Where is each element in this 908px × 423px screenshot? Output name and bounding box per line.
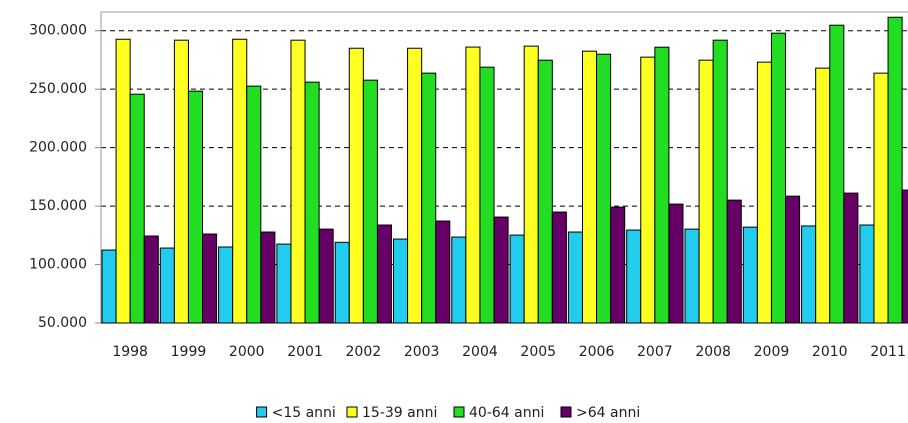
bar <box>829 24 845 324</box>
bar <box>698 59 714 324</box>
bar <box>742 226 758 324</box>
y-tick-label: 300.000 <box>29 23 87 39</box>
bar <box>873 72 889 324</box>
bar <box>276 243 292 324</box>
bar <box>187 90 204 324</box>
bar <box>159 247 175 324</box>
bar <box>712 39 728 324</box>
bar <box>726 199 742 324</box>
x-tick-label: 2010 <box>812 344 848 360</box>
x-tick-label: 2008 <box>695 344 731 360</box>
bar <box>421 72 437 324</box>
bar <box>551 211 567 324</box>
bar <box>801 225 817 324</box>
bar <box>143 235 159 324</box>
bar <box>770 32 787 324</box>
bar <box>173 39 189 324</box>
y-tick-label: 250.000 <box>29 81 87 97</box>
x-tick-label: 2002 <box>346 344 382 360</box>
bar <box>218 246 234 324</box>
bar <box>596 53 612 324</box>
bar <box>129 93 145 324</box>
x-tick-label: 2003 <box>404 344 440 360</box>
bar <box>451 236 467 324</box>
bar <box>887 16 903 324</box>
bar <box>668 203 684 324</box>
bar <box>901 189 908 324</box>
bar <box>859 224 875 324</box>
y-tick-label: 100.000 <box>29 257 87 273</box>
legend-label: >64 anni <box>576 405 640 421</box>
bar <box>304 81 320 324</box>
bar <box>479 66 495 324</box>
x-tick-label: 2004 <box>462 344 498 360</box>
bar <box>756 61 772 324</box>
bar <box>115 38 131 324</box>
x-tick-label: 1998 <box>112 344 148 360</box>
legend-swatch <box>346 406 358 418</box>
x-tick-label: 1999 <box>171 344 207 360</box>
bar <box>537 59 553 324</box>
bar <box>376 224 392 324</box>
bar <box>318 228 334 324</box>
bar <box>362 79 378 324</box>
bar <box>465 46 481 324</box>
legend-label: 15-39 anni <box>362 405 437 421</box>
bar <box>567 231 583 324</box>
bar <box>202 233 218 324</box>
bar <box>407 47 423 324</box>
y-tick-label: 50.000 <box>38 315 87 331</box>
bar <box>785 195 801 324</box>
bar <box>509 234 525 324</box>
bar <box>101 249 117 324</box>
bar <box>246 85 262 324</box>
y-tick-label: 200.000 <box>29 140 87 156</box>
x-tick-label: 2011 <box>870 344 906 360</box>
legend-swatch <box>256 406 268 418</box>
bar <box>523 45 539 324</box>
bar <box>232 38 248 324</box>
bar <box>393 238 409 324</box>
x-tick-label: 2007 <box>637 344 673 360</box>
bar <box>610 206 626 324</box>
y-tick-label: 150.000 <box>29 198 87 214</box>
bar <box>435 220 451 324</box>
x-tick-label: 2000 <box>229 344 265 360</box>
bar <box>640 56 656 324</box>
bar <box>290 39 306 324</box>
bar <box>348 47 364 324</box>
legend-label: 40-64 anni <box>469 405 544 421</box>
bar <box>626 229 642 324</box>
bar <box>843 192 859 324</box>
bar <box>684 228 700 324</box>
x-tick-label: 2001 <box>287 344 323 360</box>
bar <box>260 231 276 324</box>
legend-swatch <box>453 406 465 418</box>
legend-swatch <box>560 406 572 418</box>
bar <box>654 46 670 324</box>
x-tick-label: 2009 <box>754 344 790 360</box>
x-tick-label: 2005 <box>520 344 556 360</box>
bar <box>815 67 831 324</box>
bar <box>334 241 350 324</box>
bar <box>493 216 509 324</box>
legend-label: <15 anni <box>272 405 336 421</box>
bar <box>581 50 598 324</box>
x-tick-label: 2006 <box>579 344 615 360</box>
